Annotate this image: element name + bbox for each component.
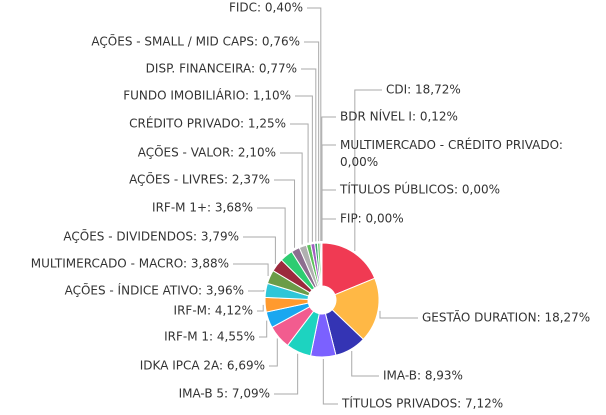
leader-line — [307, 7, 322, 242]
label-line: MULTIMERCADO - CRÉDITO PRIVADO: — [340, 137, 563, 152]
leader-line — [233, 263, 269, 277]
leader-line — [280, 152, 303, 245]
leader-line — [321, 218, 336, 241]
data-label: IRF-M 1: 4,55% — [164, 330, 255, 344]
leader-line — [321, 144, 336, 241]
data-label: FIP: 0,00% — [340, 212, 404, 226]
slice — [321, 242, 376, 296]
data-label: BDR NÍVEL I: 0,12% — [340, 109, 458, 124]
leader-line — [351, 350, 379, 377]
leader-line — [379, 310, 418, 319]
data-label: AÇÕES - ÍNDICE ATIVO: 3,96% — [65, 283, 244, 298]
slice — [331, 277, 380, 341]
leader-line — [274, 353, 299, 395]
leader-line — [257, 304, 264, 312]
leader-line — [257, 207, 286, 254]
leader-line — [248, 289, 265, 292]
data-label: CRÉDITO PRIVADO: 1,25% — [129, 116, 286, 131]
data-label: MULTIMERCADO - MACRO: 3,88% — [31, 257, 229, 271]
data-label: AÇÕES - DIVIDENDOS: 3,79% — [63, 229, 239, 244]
leader-line — [274, 179, 296, 248]
data-label: AÇÕES - VALOR: 2,10% — [138, 145, 276, 160]
leader-line — [304, 41, 320, 242]
leader-line — [269, 338, 278, 367]
leader-line — [295, 95, 313, 242]
leader-line — [321, 189, 336, 241]
label-line: 0,00% — [340, 155, 378, 169]
leader-line — [259, 320, 268, 338]
data-label: AÇÕES - SMALL / MID CAPS: 0,76% — [91, 34, 300, 49]
data-label: FUNDO IMOBILIÁRIO: 1,10% — [123, 88, 291, 103]
leader-lines — [233, 7, 418, 405]
data-label: IMA-B: 8,93% — [383, 369, 463, 383]
data-label: GESTÃO DURATION: 18,27% — [422, 310, 590, 325]
leader-line — [243, 236, 276, 264]
data-label: TÍTULOS PÚBLICOS: 0,00% — [339, 182, 500, 197]
data-label: CDI: 18,72% — [386, 83, 461, 97]
data-label: MULTIMERCADO - CRÉDITO PRIVADO: 0,00% — [340, 137, 563, 169]
data-label: DISP. FINANCEIRA: 0,77% — [146, 62, 297, 76]
data-label: IMA-B 5: 7,09% — [179, 387, 270, 401]
slices — [264, 242, 380, 358]
leader-line — [301, 68, 317, 242]
data-label: IRF-M 1+: 3,68% — [152, 201, 253, 215]
leader-line — [354, 89, 382, 251]
leader-line — [290, 123, 309, 243]
data-label: IRF-M: 4,12% — [174, 304, 253, 318]
leader-line — [322, 358, 338, 405]
data-label: AÇÕES - LIVRES: 2,37% — [129, 172, 270, 187]
data-label: IDKA IPCA 2A: 6,69% — [140, 359, 265, 373]
data-label: TÍTULOS PRIVADOS: 7,12% — [341, 396, 503, 411]
leader-line — [321, 116, 336, 242]
data-label: FIDC: 0,40% — [229, 1, 303, 15]
